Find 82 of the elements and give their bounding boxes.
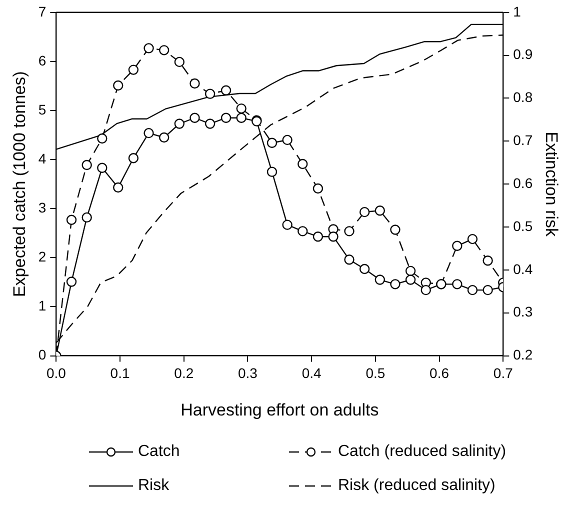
point [266, 138, 278, 148]
x-tick-label: 0.5 [366, 365, 386, 382]
point [158, 45, 170, 56]
point [144, 43, 154, 54]
point [312, 183, 324, 194]
point [298, 158, 308, 170]
point [204, 88, 216, 99]
point [174, 118, 185, 129]
point [158, 132, 170, 143]
y2-tick-label: 0.7 [513, 132, 533, 148]
point [298, 226, 308, 236]
x-tick-label: 0.7 [493, 365, 514, 382]
point [405, 274, 416, 285]
legend-label: Catch [138, 443, 180, 461]
point [482, 284, 493, 296]
point [128, 64, 139, 75]
point [482, 256, 493, 266]
point [97, 162, 108, 174]
point [82, 160, 92, 170]
x-tick-label: 0.1 [110, 365, 130, 382]
point [452, 279, 462, 290]
point [144, 128, 154, 138]
x-tick-label: 0.3 [238, 365, 258, 382]
point [344, 226, 354, 236]
point [236, 103, 246, 114]
x-tick-label: 0.2 [174, 365, 194, 382]
y2-axis-title: Extinction risk [542, 132, 562, 238]
point [113, 182, 124, 193]
x-tick-label: 0.4 [302, 365, 322, 382]
point [420, 284, 431, 296]
point [66, 214, 77, 226]
point [328, 231, 338, 242]
y2-tick-label: 0.5 [513, 218, 533, 234]
legend-label: Risk (reduced salinity) [338, 477, 496, 495]
point [220, 112, 232, 123]
point [266, 166, 278, 177]
point [190, 112, 200, 123]
y2-tick-label: 0.6 [513, 174, 533, 191]
point [82, 212, 92, 223]
point [467, 284, 478, 296]
y-tick-label: 0 [38, 346, 46, 363]
y2-tick-label: 0.3 [513, 304, 533, 320]
y-tick-label: 4 [38, 150, 46, 166]
point [66, 276, 77, 287]
y-tick-label: 1 [38, 298, 46, 314]
point [374, 274, 386, 285]
point [97, 133, 108, 144]
y2-tick-label: 0.8 [513, 89, 533, 106]
y-tick-label: 5 [38, 101, 46, 118]
y-axis-title: Expected catch (1000 tonnes) [10, 71, 29, 298]
x-axis-title: Harvesting effort on adults [180, 400, 379, 420]
point [190, 78, 200, 89]
point [220, 85, 232, 96]
y2-tick-label: 0.2 [513, 346, 533, 363]
y2-tick-label: 1 [513, 3, 522, 20]
y-tick-label: 6 [38, 52, 46, 68]
legend-label: Catch (reduced salinity) [338, 443, 506, 461]
point [374, 205, 386, 216]
point [344, 254, 354, 265]
point [113, 80, 124, 91]
point [204, 118, 216, 129]
point [452, 240, 462, 252]
x-tick-label: 0.0 [46, 365, 66, 382]
point [390, 279, 400, 290]
point [236, 112, 246, 123]
point [174, 56, 185, 68]
point [359, 264, 370, 274]
y-tick-label: 2 [38, 248, 46, 265]
point [282, 220, 292, 230]
point [128, 153, 139, 164]
point [390, 224, 400, 235]
y2-tick-label: 0.4 [513, 260, 533, 277]
x-tick-label: 0.6 [430, 365, 450, 382]
legend-label: Risk [138, 477, 170, 495]
y-tick-label: 7 [38, 3, 46, 20]
point [282, 134, 292, 146]
point [359, 206, 370, 218]
y2-tick-label: 0.9 [513, 46, 533, 62]
point [312, 231, 324, 242]
point [405, 266, 416, 276]
y-tick-label: 3 [38, 199, 46, 216]
point [467, 234, 478, 244]
